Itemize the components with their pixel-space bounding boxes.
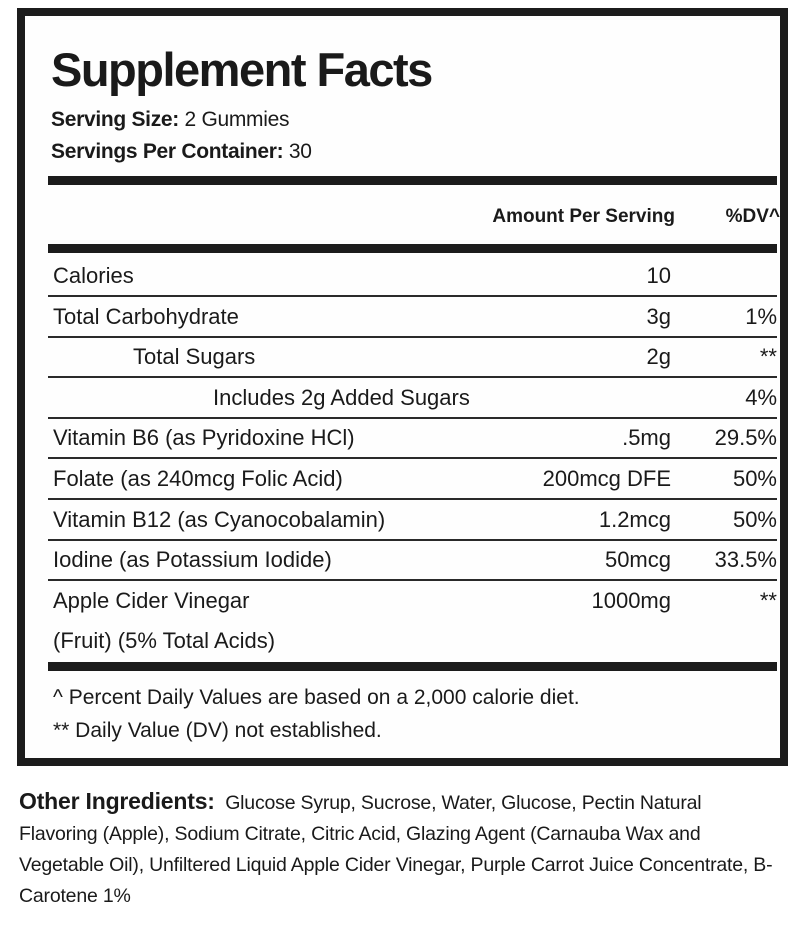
nutrient-dv: 50% xyxy=(732,506,777,532)
nutrient-name: Vitamin B6 (as Pyridoxine HCl) xyxy=(53,425,355,451)
divider-thin xyxy=(48,457,777,460)
nutrient-amount: 10 xyxy=(646,263,671,288)
nutrient-amount: 3g xyxy=(646,303,671,329)
nutrient-name-detail: (Fruit) (5% Total Acids) xyxy=(53,627,276,653)
nutrient-row: Apple Cider Vinegar (Fruit) (5% Total Aci… xyxy=(48,581,777,653)
divider-thin xyxy=(48,416,777,419)
divider-thin xyxy=(48,579,777,582)
servings-per-container-label: Servings Per Container: xyxy=(51,140,284,163)
supplement-facts-panel: Supplement Facts Serving Size: 2 Gummies… xyxy=(17,8,788,766)
amount-header: Amount Per Serving xyxy=(492,206,675,227)
divider-thin xyxy=(48,335,777,338)
footnote-dv: ^ Percent Daily Values are based on a 2,… xyxy=(53,686,580,709)
nutrient-row: Folate (as 240mcg Folic Acid) 200mcg DFE 5… xyxy=(48,459,777,499)
nutrient-row: Vitamin B12 (as Cyanocobalamin) 1.2mcg 50% xyxy=(48,500,777,540)
servings-per-container: Servings Per Container: 30 xyxy=(51,140,312,164)
serving-size-label: Serving Size: xyxy=(51,108,179,131)
nutrient-row: Includes 2g Added Sugars 4% xyxy=(48,378,777,418)
serving-size-value: 2 Gummies xyxy=(184,108,290,131)
divider-thin xyxy=(48,538,777,541)
nutrient-row: Calories 10 xyxy=(48,256,777,296)
divider-thin xyxy=(48,376,777,379)
nutrient-dv: ** xyxy=(759,587,777,613)
nutrient-amount: 1.2mcg xyxy=(598,506,671,532)
nutrient-name: Folate (as 240mcg Folic Acid) xyxy=(53,466,343,491)
nutrient-name: Total Carbohydrate xyxy=(53,303,239,329)
nutrient-dv: 29.5% xyxy=(714,425,777,451)
nutrient-name: Vitamin B12 (as Cyanocobalamin) xyxy=(53,506,386,532)
divider-thick xyxy=(48,662,777,671)
nutrient-dv: ** xyxy=(759,344,777,370)
other-ingredients: Other Ingredients: Glucose Syrup, Sucros… xyxy=(19,786,779,912)
divider-thin xyxy=(48,498,777,500)
nutrient-dv: 33.5% xyxy=(714,547,777,573)
nutrient-row: Iodine (as Potassium Iodide) 50mcg 33.5% xyxy=(48,540,777,580)
nutrient-name: Total Sugars xyxy=(133,344,256,370)
nutrient-dv: 1% xyxy=(745,303,777,329)
nutrient-amount: 2g xyxy=(646,344,671,370)
divider-thin xyxy=(48,295,777,297)
nutrient-row: Total Carbohydrate 3g 1% xyxy=(48,297,777,337)
divider-thick xyxy=(48,176,777,185)
nutrient-dv: 50% xyxy=(732,466,777,491)
other-ingredients-text: Glucose Syrup, Sucrose, Water, Glucose, … xyxy=(19,792,773,907)
nutrient-name: Includes 2g Added Sugars xyxy=(213,384,470,410)
nutrient-amount: .5mg xyxy=(622,425,671,451)
divider-thick xyxy=(48,244,777,253)
dv-header: %DV^ xyxy=(725,206,780,227)
other-ingredients-label: Other Ingredients: xyxy=(19,788,215,814)
nutrient-amount: 50mcg xyxy=(604,547,671,573)
nutrient-name: Apple Cider Vinegar xyxy=(53,587,250,613)
serving-size: Serving Size: 2 Gummies xyxy=(51,108,290,132)
nutrient-name: Iodine (as Potassium Iodide) xyxy=(53,547,332,573)
servings-per-container-value: 30 xyxy=(288,140,312,163)
nutrient-dv: 4% xyxy=(745,384,777,410)
nutrient-row: Vitamin B6 (as Pyridoxine HCl) .5mg 29.5% xyxy=(48,418,777,458)
nutrient-amount: 200mcg DFE xyxy=(542,466,671,491)
nutrient-row: Total Sugars 2g ** xyxy=(48,337,777,377)
footnote-not-established: ** Daily Value (DV) not established. xyxy=(53,719,382,742)
nutrient-amount: 1000mg xyxy=(591,587,671,613)
panel-title: Supplement Facts xyxy=(51,43,433,96)
nutrient-name: Calories xyxy=(53,263,134,288)
